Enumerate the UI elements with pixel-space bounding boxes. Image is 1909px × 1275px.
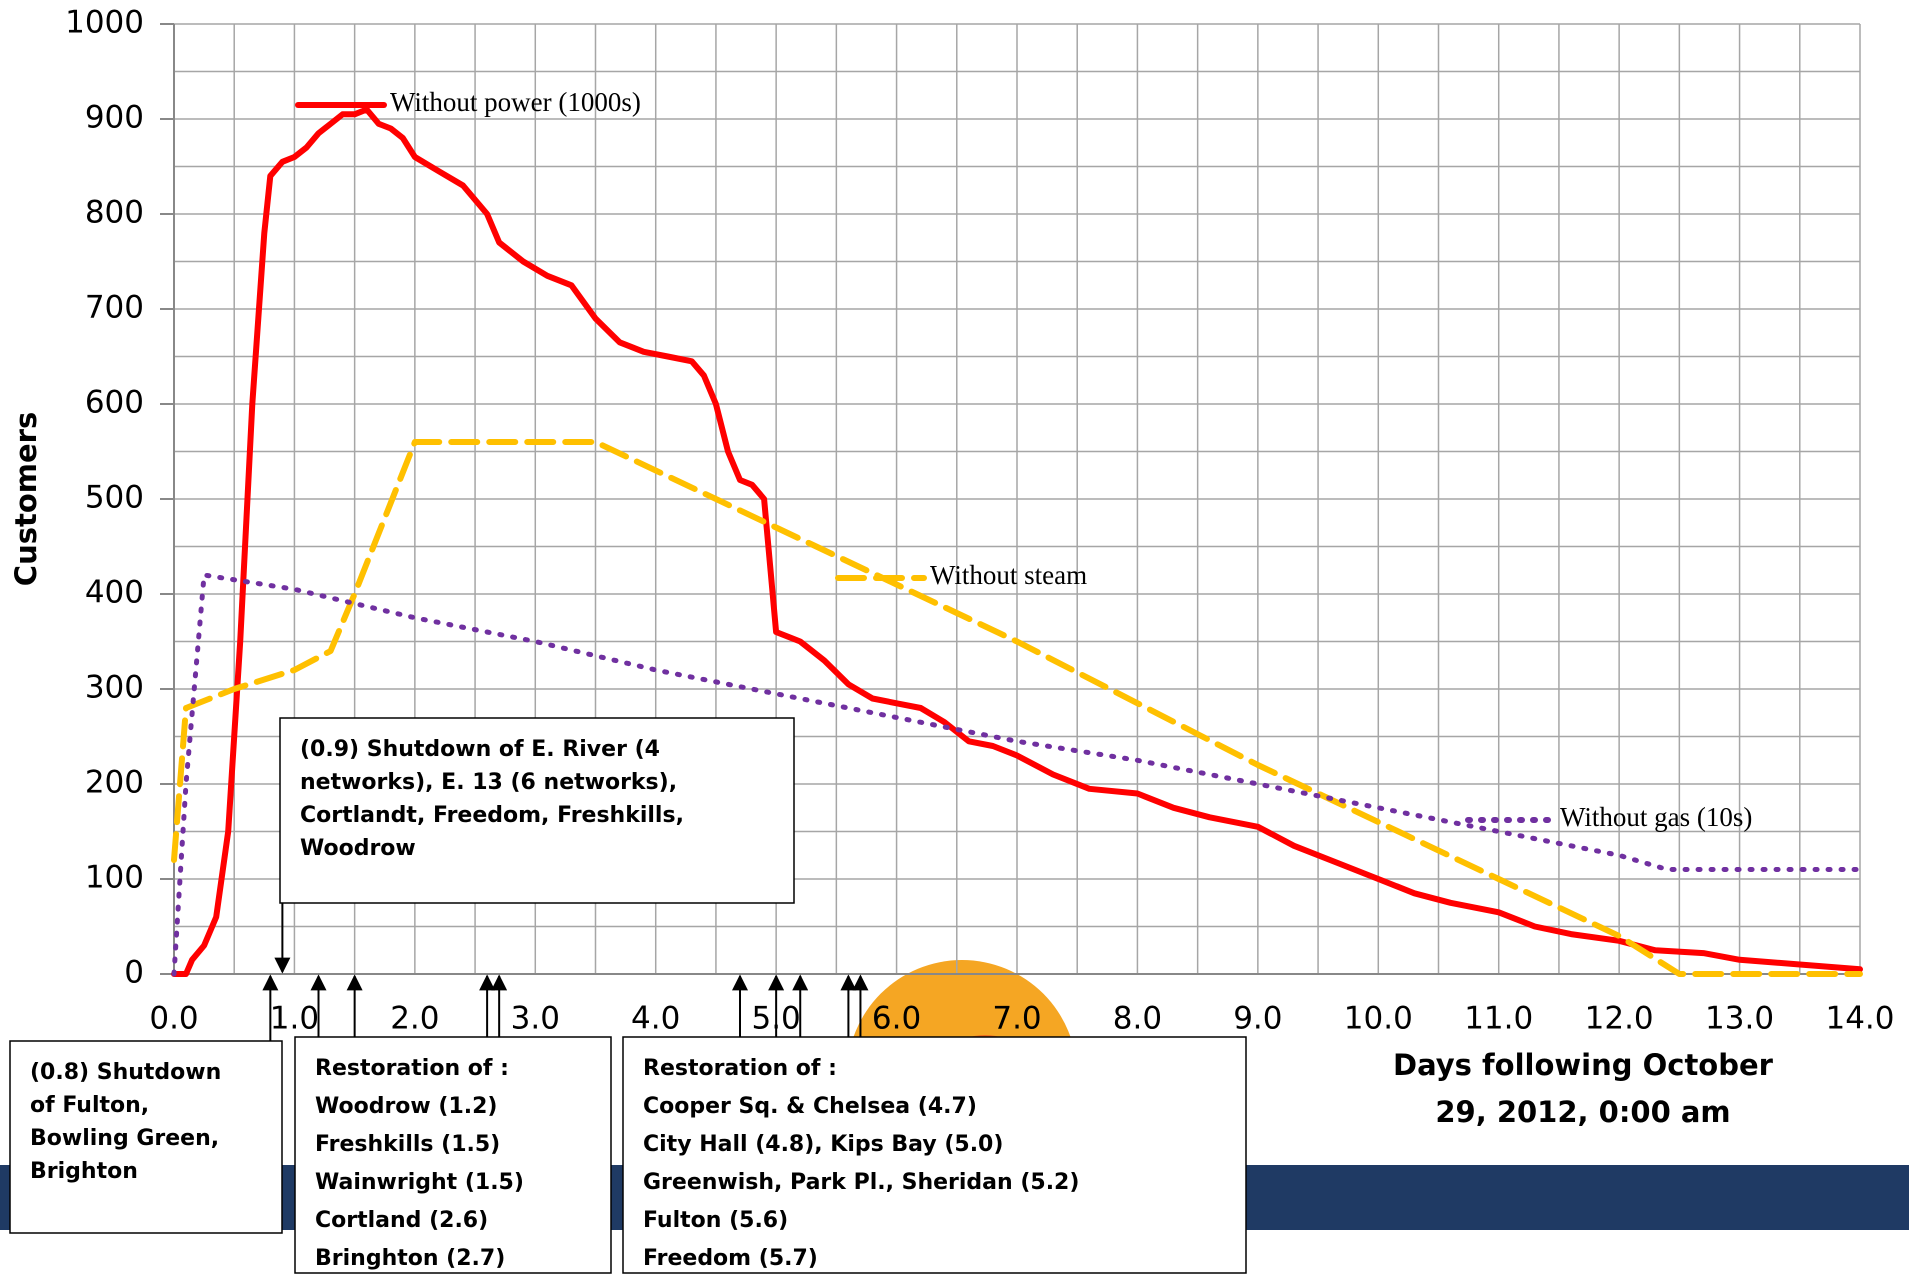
y-tick-label: 200 <box>85 765 144 801</box>
x-axis-title: 29, 2012, 0:00 am <box>1435 1095 1730 1129</box>
annotation-text: Woodrow (1.2) <box>315 1094 498 1119</box>
y-tick-label: 800 <box>85 195 144 231</box>
annotation-text: Restoration of : <box>643 1056 837 1081</box>
annotation-text: Restoration of : <box>315 1056 509 1081</box>
annotation-text: (0.9) Shutdown of E. River (4 <box>300 737 660 762</box>
y-axis-title: Customers <box>9 412 43 586</box>
annotation-text: Freedom (5.7) <box>643 1246 818 1271</box>
annotation-text: (0.8) Shutdown <box>30 1060 221 1085</box>
legend-label: Without steam <box>930 560 1087 590</box>
x-tick-label: 0.0 <box>149 1001 198 1037</box>
annotation-text: City Hall (4.8), Kips Bay (5.0) <box>643 1132 1003 1157</box>
annotation-text: Woodrow <box>300 836 416 861</box>
x-tick-label: 5.0 <box>751 1001 800 1037</box>
x-tick-label: 3.0 <box>511 1001 560 1037</box>
x-tick-label: 4.0 <box>631 1001 680 1037</box>
annotation-text: Fulton (5.6) <box>643 1208 788 1233</box>
annotations: (0.9) Shutdown of E. River (4 networks), … <box>10 718 1246 1273</box>
y-tick-label: 300 <box>85 670 144 706</box>
legend-label: Without gas (10s) <box>1560 802 1752 832</box>
x-tick-label: 11.0 <box>1464 1001 1533 1037</box>
x-tick-label: 13.0 <box>1705 1001 1774 1037</box>
annotation-text: Wainwright (1.5) <box>315 1170 524 1195</box>
x-tick-label: 12.0 <box>1585 1001 1654 1037</box>
y-tick-label: 1000 <box>65 5 144 41</box>
y-tick-label: 700 <box>85 290 144 326</box>
x-tick-label: 14.0 <box>1825 1001 1894 1037</box>
x-tick-label: 10.0 <box>1344 1001 1413 1037</box>
annotation-text: networks), E. 13 (6 networks), <box>300 770 677 795</box>
y-tick-label: 100 <box>85 860 144 896</box>
x-tick-label: 2.0 <box>390 1001 439 1037</box>
annotation-text: Bowling Green, <box>30 1126 219 1151</box>
annotation-text: of Fulton, <box>30 1093 149 1118</box>
x-tick-label: 6.0 <box>872 1001 921 1037</box>
annotation-text: Cortlandt, Freedom, Freshkills, <box>300 803 684 828</box>
annotation-text: Brighton <box>30 1159 138 1184</box>
annotation-text: Greenwish, Park Pl., Sheridan (5.2) <box>643 1170 1079 1195</box>
x-tick-label: 1.0 <box>270 1001 319 1037</box>
annotation-text: Cortland (2.6) <box>315 1208 488 1233</box>
annotation-text: Bringhton (2.7) <box>315 1246 505 1271</box>
x-tick-label: 8.0 <box>1113 1001 1162 1037</box>
chart: Without power (1000s) Without steam Withou… <box>0 0 1909 1275</box>
y-tick-label: 0 <box>124 955 144 991</box>
y-tick-label: 400 <box>85 575 144 611</box>
annotation-text: Freshkills (1.5) <box>315 1132 500 1157</box>
y-tick-label: 900 <box>85 100 144 136</box>
x-axis-title: Days following October <box>1393 1048 1774 1082</box>
legend-label: Without power (1000s) <box>390 87 641 117</box>
annotation-text: Cooper Sq. & Chelsea (4.7) <box>643 1094 977 1119</box>
x-tick-label: 9.0 <box>1233 1001 1282 1037</box>
y-tick-label: 500 <box>85 480 144 516</box>
y-tick-label: 600 <box>85 385 144 421</box>
x-tick-label: 7.0 <box>992 1001 1041 1037</box>
